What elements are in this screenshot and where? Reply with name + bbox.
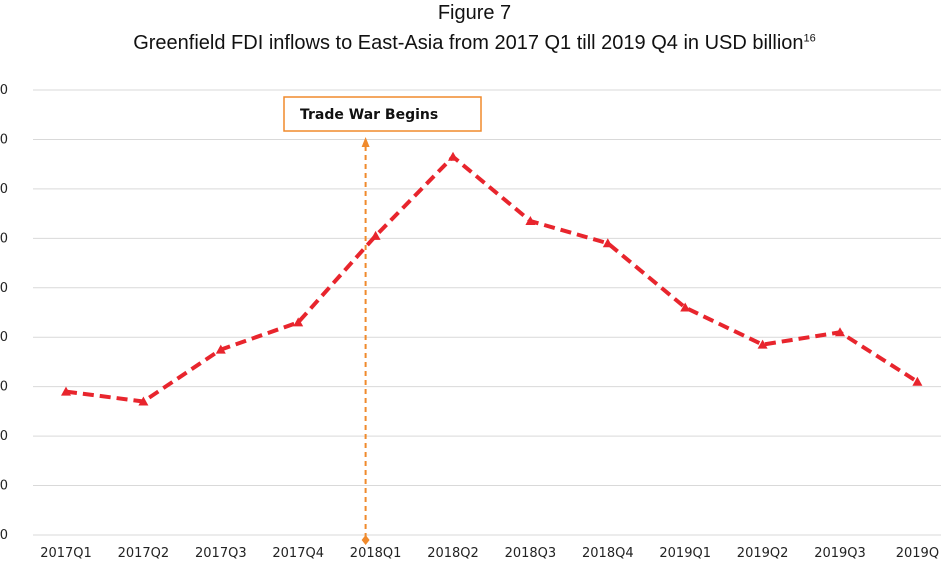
data-point-2018Q4 — [602, 238, 613, 248]
y-tick-label: 0 — [0, 528, 8, 543]
x-tick-label: 2018Q2 — [427, 546, 479, 561]
y-tick-label: 80 — [0, 132, 8, 147]
x-tick-label: 2017Q2 — [118, 546, 170, 561]
y-tick-label: 20 — [0, 429, 8, 444]
data-point-2018Q2 — [448, 151, 458, 161]
data-point-2019Q3 — [835, 327, 845, 337]
data-point-2018Q3 — [525, 216, 536, 226]
figure-title: Greenfield FDI inflows to East-Asia from… — [0, 32, 949, 55]
footnote-marker: 16 — [803, 32, 816, 45]
data-point-2017Q1 — [61, 386, 71, 396]
figure-title-text: Greenfield FDI inflows to East-Asia from… — [133, 32, 804, 54]
figure-label: Figure 7 — [437, 2, 512, 24]
data-point-2019Q2 — [757, 339, 768, 349]
y-tick-label: 70 — [0, 182, 8, 197]
x-tick-label: 2017Q1 — [40, 546, 92, 561]
y-tick-label: 90 — [0, 83, 8, 98]
annotation-arrowhead — [361, 137, 370, 147]
data-point-2017Q4 — [293, 317, 304, 327]
x-tick-label: 2019Q2 — [737, 546, 789, 561]
annotation-end-marker — [361, 535, 370, 545]
x-tick-label: 2018Q1 — [350, 546, 402, 561]
x-tick-label: 2018Q3 — [505, 546, 557, 561]
y-tick-label: 10 — [0, 479, 8, 494]
x-tick-label: 2019Q1 — [659, 546, 711, 561]
x-tick-label: 2018Q4 — [582, 546, 634, 561]
data-point-2017Q3 — [215, 344, 226, 354]
x-tick-label: 2019Q3 — [814, 546, 866, 561]
data-point-2019Q — [912, 376, 923, 386]
y-tick-label: 60 — [0, 231, 8, 246]
y-tick-label: 50 — [0, 281, 8, 296]
annotation-box — [283, 96, 482, 132]
annotation-label: Trade War Begins — [300, 107, 438, 123]
series-line — [65, 154, 919, 404]
data-point-2017Q2 — [138, 396, 149, 406]
data-point-2018Q1 — [370, 230, 381, 240]
data-point-2019Q1 — [680, 302, 691, 312]
x-tick-label: 2017Q4 — [272, 546, 324, 561]
x-tick-label: 2019Q — [896, 546, 939, 561]
y-tick-label: 40 — [0, 330, 8, 345]
y-tick-label: 30 — [0, 380, 8, 395]
x-tick-label: 2017Q3 — [195, 546, 247, 561]
